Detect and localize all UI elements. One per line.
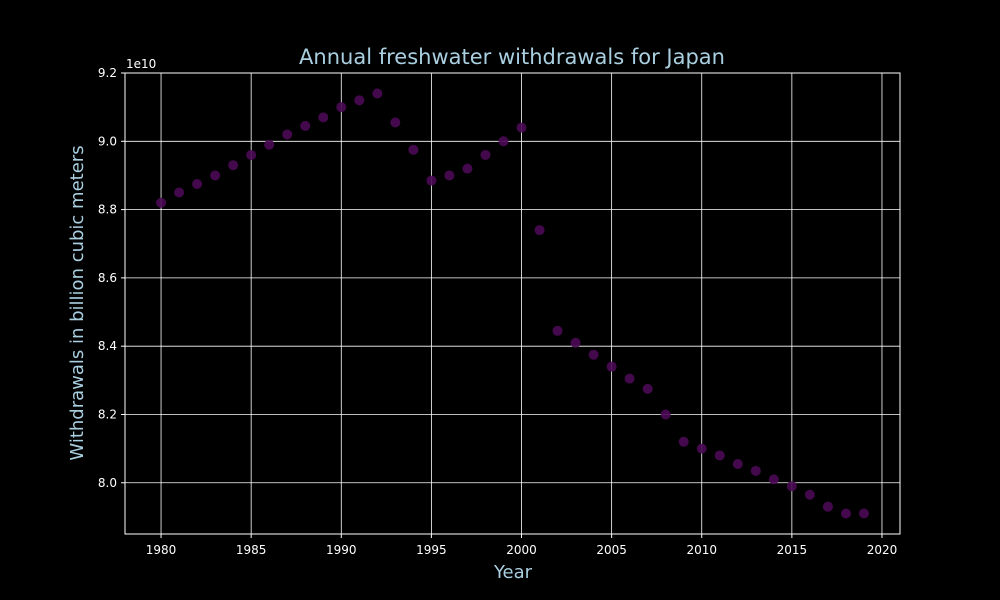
data-point	[642, 383, 653, 394]
x-tick-label: 2005	[596, 543, 627, 557]
data-point	[768, 474, 779, 485]
y-offset-label: 1e10	[126, 57, 156, 71]
data-point	[606, 361, 617, 372]
data-point	[678, 436, 689, 447]
data-point	[840, 508, 851, 519]
data-point	[408, 144, 419, 155]
data-point	[750, 465, 761, 476]
data-point	[696, 443, 707, 454]
data-point	[228, 160, 239, 171]
data-point	[480, 149, 491, 160]
data-point	[588, 349, 599, 360]
y-tick-label: 8.2	[98, 407, 117, 421]
plot-frame	[124, 72, 901, 535]
data-point	[282, 129, 293, 140]
y-axis-label: Withdrawals in billion cubic meters	[67, 145, 88, 460]
y-axis-ticks: 8.0 8.2 8.4 8.6 8.8 9.0 9.2	[98, 66, 125, 490]
data-point	[534, 225, 545, 236]
data-point	[444, 170, 455, 181]
data-point	[786, 481, 797, 492]
data-point	[624, 373, 635, 384]
data-point	[300, 120, 311, 131]
data-point	[192, 178, 203, 189]
data-point	[570, 337, 581, 348]
data-point	[660, 409, 671, 420]
data-point	[498, 136, 509, 147]
data-point	[156, 197, 167, 208]
data-point	[732, 458, 743, 469]
data-point	[354, 95, 365, 106]
x-tick-label: 2000	[506, 543, 537, 557]
data-point	[246, 149, 257, 160]
data-point	[714, 450, 725, 461]
data-point	[318, 112, 329, 123]
data-point	[462, 163, 473, 174]
data-point	[804, 489, 815, 500]
y-tick-label: 8.0	[98, 476, 117, 490]
data-point	[174, 187, 185, 198]
data-point	[516, 122, 527, 133]
x-tick-label: 1990	[326, 543, 357, 557]
y-tick-label: 8.4	[98, 339, 117, 353]
x-tick-label: 1985	[236, 543, 267, 557]
y-tick-label: 8.8	[98, 203, 117, 217]
x-tick-label: 1980	[146, 543, 177, 557]
y-tick-label: 9.2	[98, 66, 117, 80]
data-point	[372, 88, 383, 99]
data-point	[426, 175, 437, 186]
chart-title: Annual freshwater withdrawals for Japan	[299, 45, 725, 69]
data-point	[552, 325, 563, 336]
data-point	[822, 501, 833, 512]
x-tick-label: 2010	[686, 543, 717, 557]
y-tick-label: 9.0	[98, 134, 117, 148]
data-point	[210, 170, 221, 181]
y-tick-label: 8.6	[98, 271, 117, 285]
x-tick-label: 2015	[777, 543, 808, 557]
x-axis-ticks: 1980 1985 1990 1995 2000 2005 2010 2015 2020	[146, 534, 897, 557]
data-point	[336, 102, 347, 113]
x-tick-label: 1995	[416, 543, 447, 557]
x-axis-label: Year	[493, 562, 533, 583]
data-point	[264, 139, 275, 150]
data-points	[156, 88, 869, 519]
data-point	[390, 117, 401, 128]
x-tick-label: 2020	[867, 543, 898, 557]
data-point	[858, 508, 869, 519]
